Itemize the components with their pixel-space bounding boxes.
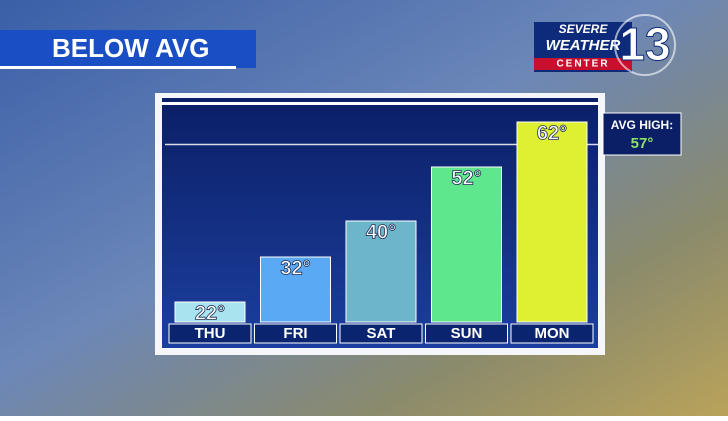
- panel-rule: [162, 102, 598, 105]
- avg-box: [602, 112, 682, 156]
- x-tick-label: MON: [535, 325, 570, 342]
- avg-value-label: 57°: [631, 135, 654, 152]
- logo: SEVERE WEATHER CENTER 13: [534, 14, 676, 76]
- value-label: 52°: [451, 167, 481, 189]
- logo-number: 13: [619, 18, 670, 70]
- title: BELOW AVG: [52, 33, 209, 63]
- bar: [345, 220, 417, 323]
- category-box: [168, 323, 252, 344]
- value-label: 40°: [366, 221, 396, 243]
- logo-line1: SEVERE: [559, 22, 609, 36]
- x-tick-label: SUN: [451, 325, 483, 342]
- logo-line2: WEATHER: [546, 37, 621, 54]
- logo-strip: [534, 58, 632, 70]
- logo-ring: [614, 14, 676, 76]
- logo-line3: CENTER: [556, 59, 609, 70]
- avg-label: AVG HIGH:: [611, 118, 673, 132]
- category-box: [425, 323, 508, 344]
- value-label: 22°: [195, 302, 225, 324]
- value-label: 32°: [280, 257, 310, 279]
- category-box: [339, 323, 423, 344]
- value-label: 62°: [537, 122, 567, 144]
- bar: [260, 256, 331, 323]
- title-banner: [0, 30, 256, 68]
- title-underline: [0, 66, 236, 69]
- x-tick-label: SAT: [367, 325, 396, 342]
- bar: [431, 166, 502, 323]
- bar: [174, 301, 246, 323]
- category-box: [510, 323, 594, 344]
- category-box: [254, 323, 337, 344]
- bar: [516, 121, 588, 323]
- x-tick-label: FRI: [283, 325, 307, 342]
- x-tick-label: THU: [195, 325, 226, 342]
